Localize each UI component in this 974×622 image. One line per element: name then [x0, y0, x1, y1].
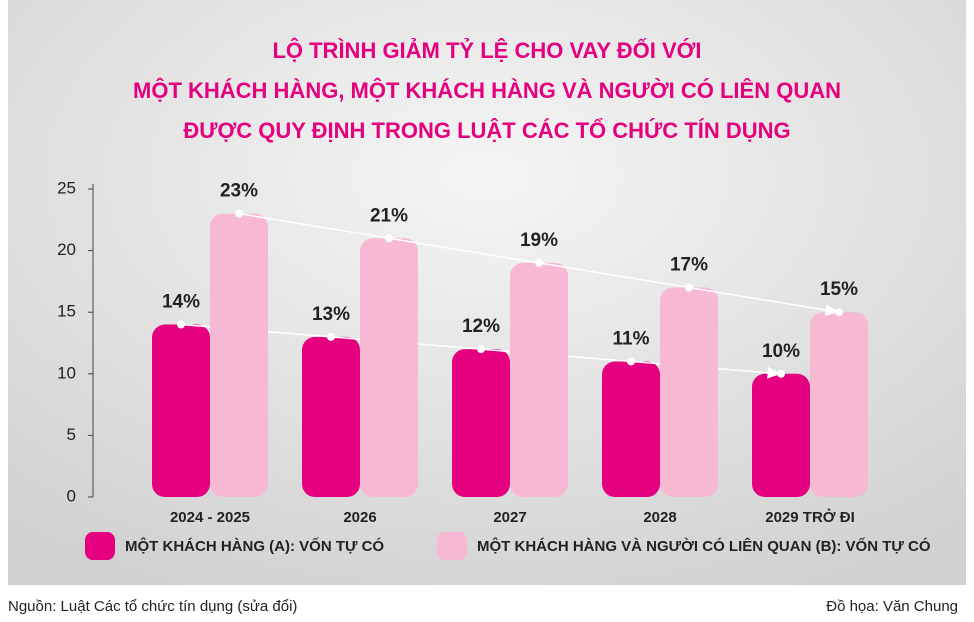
bar	[152, 324, 210, 497]
trend-point	[535, 258, 543, 267]
credit: Đồ họa: Văn Chung	[826, 598, 958, 615]
legend-label: MỘT KHÁCH HÀNG (A): VỐN TỰ CÓ	[125, 537, 384, 555]
bar	[810, 312, 868, 497]
y-tick-label: 5	[67, 425, 76, 444]
legend-label: MỘT KHÁCH HÀNG VÀ NGƯỜI CÓ LIÊN QUAN (B)…	[477, 537, 931, 555]
source: Nguồn: Luật Các tổ chức tín dụng (sửa đổ…	[8, 598, 297, 615]
bar	[302, 336, 360, 497]
trend-point	[777, 369, 785, 378]
value-label: 17%	[670, 255, 708, 276]
value-label: 15%	[820, 279, 858, 300]
value-label: 23%	[220, 181, 258, 202]
x-tick-label: 2027	[493, 509, 526, 526]
value-label: 12%	[462, 316, 500, 337]
trend-point	[477, 345, 485, 354]
bar	[452, 349, 510, 497]
trend-point	[685, 283, 693, 292]
bar	[660, 287, 718, 497]
trend-point	[385, 234, 393, 243]
y-tick-label: 20	[57, 240, 76, 259]
bar	[510, 262, 568, 497]
bar	[210, 213, 268, 497]
y-tick-label: 25	[57, 178, 76, 197]
value-label: 13%	[312, 304, 350, 325]
y-tick-label: 0	[67, 486, 76, 505]
value-label: 19%	[520, 230, 558, 251]
value-label: 21%	[370, 205, 408, 226]
value-label: 10%	[762, 341, 800, 362]
bar	[602, 361, 660, 497]
x-tick-label: 2024 - 2025	[170, 509, 250, 526]
chart-title: LỘ TRÌNH GIẢM TỶ LỆ CHO VAY ĐỐI VỚI	[272, 37, 701, 63]
bar	[360, 238, 418, 497]
value-label: 11%	[613, 328, 650, 349]
x-tick-label: 2026	[343, 509, 376, 526]
trend-point	[627, 357, 635, 366]
bar	[752, 373, 810, 497]
x-tick-label: 2028	[643, 509, 676, 526]
trend-point	[327, 332, 335, 341]
value-label: 14%	[162, 292, 200, 313]
x-tick-label: 2029 TRỞ ĐI	[765, 508, 855, 526]
y-tick-label: 10	[57, 363, 76, 382]
chart-title: ĐƯỢC QUY ĐỊNH TRONG LUẬT CÁC TỔ CHỨC TÍN…	[183, 118, 790, 143]
y-tick-label: 15	[57, 302, 76, 321]
trend-point	[235, 209, 243, 218]
trend-point	[835, 308, 843, 317]
trend-point	[177, 320, 185, 329]
legend-swatch	[437, 532, 467, 560]
chart-title: MỘT KHÁCH HÀNG, MỘT KHÁCH HÀNG VÀ NGƯỜI …	[133, 78, 841, 103]
legend-swatch	[85, 532, 115, 560]
